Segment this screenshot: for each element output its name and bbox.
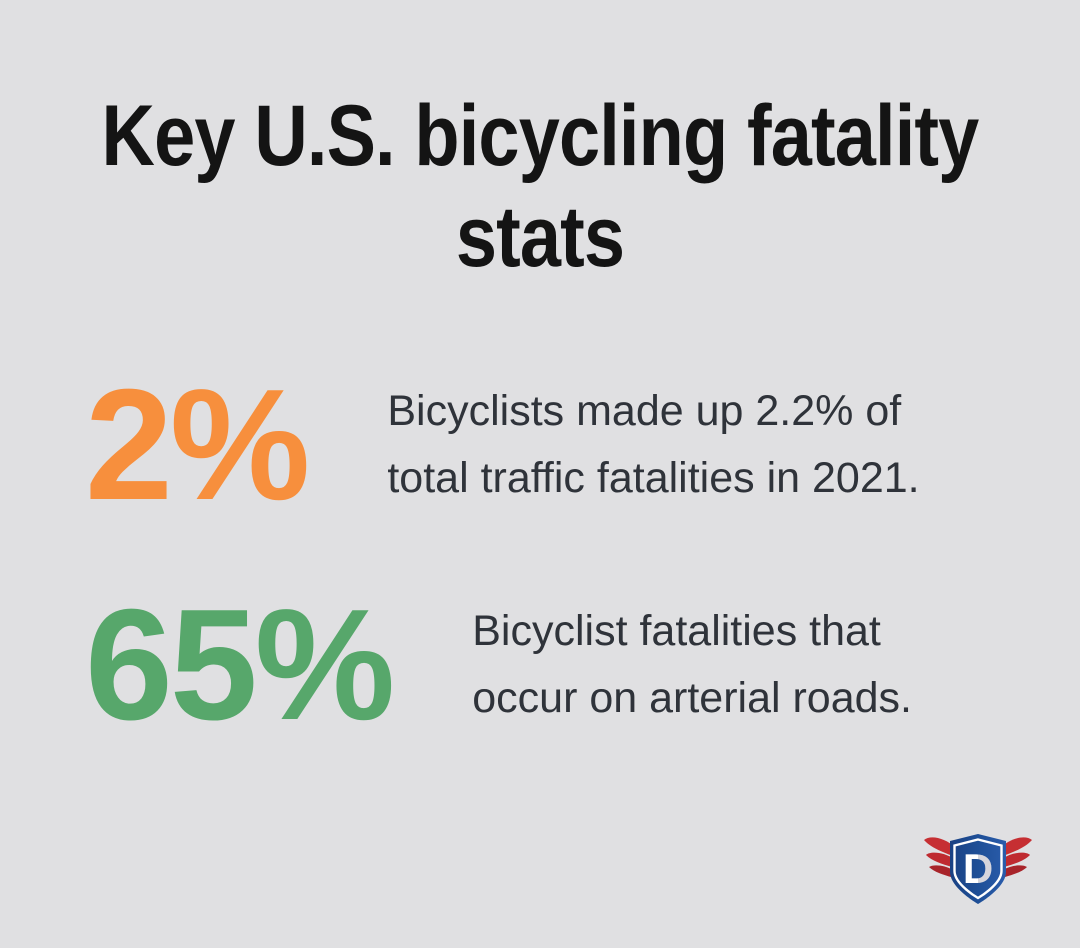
logo-letter: D bbox=[963, 845, 993, 892]
shield-wings-logo-icon: D bbox=[924, 834, 1032, 904]
stat-row-traffic-fatality-share: 2% Bicyclists made up 2.2% of total traf… bbox=[85, 366, 947, 524]
page-title-line-2: stats bbox=[455, 188, 625, 285]
stat-description-arterial-roads: Bicyclist fatalities that occur on arter… bbox=[472, 607, 912, 722]
stat-value-2-percent: 2% bbox=[85, 357, 310, 533]
stat-value-65-percent: 65% bbox=[85, 577, 395, 753]
page-title-line-1: Key U.S. bicycling fatality bbox=[101, 88, 980, 184]
stat-row-arterial-roads: 65% Bicyclist fatalities that occur on a… bbox=[85, 586, 942, 744]
stat-description-traffic-fatality-share: Bicyclists made up 2.2% of total traffic… bbox=[387, 387, 920, 502]
left-wing-icon bbox=[924, 837, 956, 877]
right-wing-icon bbox=[1000, 837, 1032, 877]
brand-logo: D bbox=[922, 830, 1034, 910]
page-title: Key U.S. bicycling fatality stats bbox=[0, 86, 1080, 287]
